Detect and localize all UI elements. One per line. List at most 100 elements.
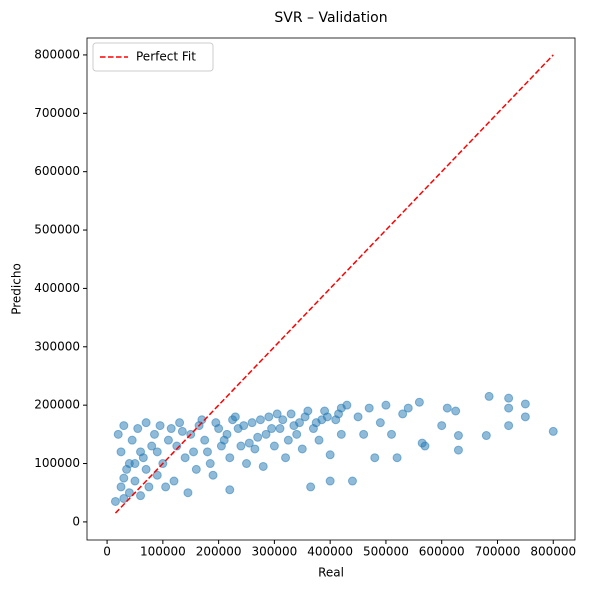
scatter-point	[453, 431, 463, 441]
scatter-point	[255, 415, 265, 425]
plot-area	[110, 54, 558, 514]
y-axis-label: Predicho	[10, 263, 24, 315]
scatter-point	[403, 403, 413, 413]
y-tick-label: 500000	[34, 223, 80, 237]
scatter-point	[504, 393, 514, 403]
scatter-point	[239, 421, 249, 431]
scatter-point	[381, 400, 391, 410]
scatter-point	[147, 441, 157, 451]
scatter-point	[272, 409, 282, 419]
scatter-point	[144, 482, 154, 492]
scatter-point	[130, 476, 140, 486]
scatter-point	[161, 482, 171, 492]
legend-box	[92, 42, 214, 72]
scatter-point	[124, 488, 134, 498]
chart-title: SVR – Validation	[274, 10, 387, 26]
axes-frame	[86, 37, 576, 541]
scatter-point	[437, 421, 447, 431]
scatter-point	[127, 435, 137, 445]
y-tick-label: 600000	[34, 164, 80, 178]
scatter-point	[236, 441, 246, 451]
scatter-point	[314, 435, 324, 445]
legend-label: Perfect Fit	[136, 50, 196, 64]
scatter-point	[325, 476, 335, 486]
scatter-point	[152, 447, 162, 457]
x-tick-label: 0	[103, 545, 111, 559]
scatter-point	[325, 450, 335, 460]
scatter-point	[520, 399, 530, 409]
scatter-point	[300, 412, 310, 422]
scatter-point	[177, 426, 187, 436]
scatter-point	[336, 429, 346, 439]
y-tick-label: 0	[72, 514, 80, 528]
scatter-point	[281, 453, 291, 463]
x-tick-label: 500000	[363, 545, 409, 559]
scatter-point	[208, 470, 218, 480]
scatter-point	[297, 444, 307, 454]
scatter-point	[264, 412, 274, 422]
x-tick-label: 400000	[307, 545, 353, 559]
scatter-point	[110, 496, 120, 506]
scatter-point	[225, 485, 235, 495]
scatter-point	[294, 418, 304, 428]
scatter-point	[166, 424, 176, 434]
legend: Perfect Fit	[92, 42, 214, 72]
scatter-point	[398, 409, 408, 419]
scatter-point	[278, 415, 288, 425]
scatter-point	[152, 470, 162, 480]
scatter-point	[283, 435, 293, 445]
scatter-point	[334, 409, 344, 419]
scatter-point	[504, 403, 514, 413]
scatter-point	[183, 488, 193, 498]
scatter-point	[211, 418, 221, 428]
scatter-point	[317, 415, 327, 425]
scatter-point	[149, 429, 159, 439]
scatter-point	[548, 426, 558, 436]
scatter-point	[163, 435, 173, 445]
scatter-point	[253, 432, 263, 442]
y-tick-label: 700000	[34, 106, 80, 120]
x-tick-label: 600000	[419, 545, 465, 559]
scatter-point	[261, 429, 271, 439]
x-axis-label: Real	[318, 566, 344, 580]
scatter-point	[286, 409, 296, 419]
y-tick-label: 800000	[34, 47, 80, 61]
scatter-point	[342, 400, 352, 410]
x-tick-label: 100000	[140, 545, 186, 559]
scatter-point	[292, 429, 302, 439]
scatter-point	[130, 459, 140, 469]
scatter-point	[216, 441, 226, 451]
scatter-point	[353, 412, 363, 422]
scatter-point	[269, 441, 279, 451]
scatter-point	[141, 464, 151, 474]
scatter-point	[247, 418, 257, 428]
scatter-point	[267, 424, 277, 434]
scatter-point	[119, 494, 129, 504]
scatter-point	[347, 476, 357, 486]
scatter-point	[275, 424, 285, 434]
scatter-point	[451, 406, 461, 416]
scatter-point	[364, 403, 374, 413]
scatter-point	[205, 459, 215, 469]
scatter-point	[420, 441, 430, 451]
scatter-point	[175, 418, 185, 428]
scatter-point	[359, 429, 369, 439]
y-tick-label: 400000	[34, 281, 80, 295]
x-tick-label: 700000	[475, 545, 521, 559]
scatter-point	[136, 447, 146, 457]
scatter-point	[520, 412, 530, 422]
y-tick-label: 300000	[34, 339, 80, 353]
scatter-point	[119, 473, 129, 483]
scatter-point	[228, 415, 238, 425]
scatter-point	[116, 447, 126, 457]
scatter-point	[155, 421, 165, 431]
scatter-point	[392, 453, 402, 463]
scatter-point	[141, 418, 151, 428]
scatter-point	[200, 435, 210, 445]
scatter-point	[258, 461, 268, 471]
scatter-point	[481, 431, 491, 441]
scatter-point	[306, 482, 316, 492]
scatter-point	[414, 397, 424, 407]
